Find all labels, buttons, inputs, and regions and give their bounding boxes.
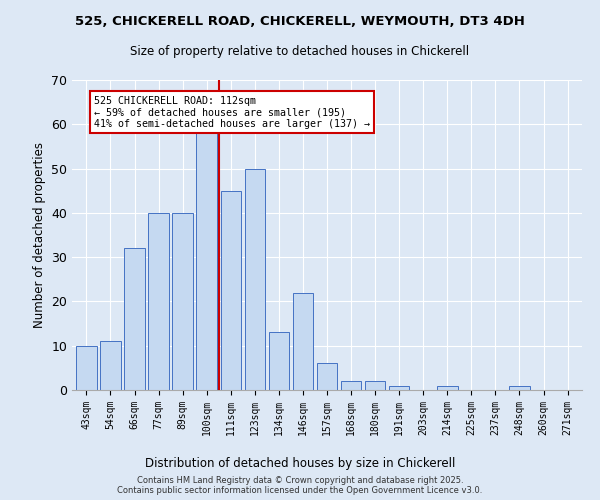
Bar <box>341 381 361 390</box>
Bar <box>437 386 458 390</box>
Bar <box>100 342 121 390</box>
Bar <box>245 168 265 390</box>
Text: Contains HM Land Registry data © Crown copyright and database right 2025.
Contai: Contains HM Land Registry data © Crown c… <box>118 476 482 495</box>
Y-axis label: Number of detached properties: Number of detached properties <box>32 142 46 328</box>
Bar <box>148 213 169 390</box>
Bar <box>269 332 289 390</box>
Bar <box>509 386 530 390</box>
Text: 525, CHICKERELL ROAD, CHICKERELL, WEYMOUTH, DT3 4DH: 525, CHICKERELL ROAD, CHICKERELL, WEYMOU… <box>75 15 525 28</box>
Text: 525 CHICKERELL ROAD: 112sqm
← 59% of detached houses are smaller (195)
41% of se: 525 CHICKERELL ROAD: 112sqm ← 59% of det… <box>94 96 370 128</box>
Bar <box>317 364 337 390</box>
Bar <box>293 292 313 390</box>
Text: Size of property relative to detached houses in Chickerell: Size of property relative to detached ho… <box>130 45 470 58</box>
Bar <box>196 133 217 390</box>
Bar <box>221 190 241 390</box>
Bar <box>76 346 97 390</box>
Bar <box>365 381 385 390</box>
Bar <box>172 213 193 390</box>
Text: Distribution of detached houses by size in Chickerell: Distribution of detached houses by size … <box>145 458 455 470</box>
Bar <box>389 386 409 390</box>
Bar <box>124 248 145 390</box>
